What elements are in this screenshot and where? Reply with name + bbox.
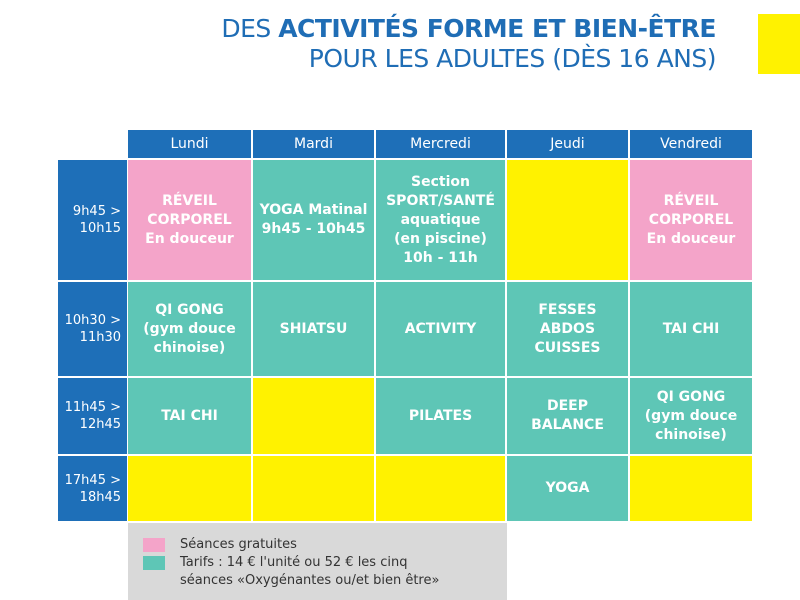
activity-cell: Section SPORT/SANTÉ aquatique (en piscin… (376, 160, 505, 280)
subtitle: POUR LES ADULTES (DÈS 16 ANS) (308, 44, 717, 73)
legend-label: Séances gratuites (180, 537, 297, 552)
activity-cell: YOGA (507, 456, 628, 521)
time-slot: 11h45 > 12h45 (58, 378, 127, 454)
title: DES ACTIVITÉS FORME ET BIEN-ÊTRE POUR LE… (221, 14, 716, 74)
time-slot: 10h30 > 11h30 (58, 282, 127, 376)
title-light: DES (221, 14, 271, 43)
activity-cell: FESSES ABDOS CUISSES (507, 282, 628, 376)
title-bold: ACTIVITÉS FORME ET BIEN-ÊTRE (278, 14, 716, 43)
activity-cell: TAI CHI (128, 378, 251, 454)
time-slot: 9h45 > 10h15 (58, 160, 127, 280)
activity-cell: PILATES (376, 378, 505, 454)
activity-cell: SHIATSU (253, 282, 374, 376)
day-header: Mardi (253, 130, 374, 158)
activity-cell: DEEP BALANCE (507, 378, 628, 454)
empty-cell (253, 378, 374, 454)
title-line: DES ACTIVITÉS FORME ET BIEN-ÊTRE (221, 14, 716, 44)
legend-box (128, 523, 507, 600)
day-header: Vendredi (630, 130, 752, 158)
empty-cell (376, 456, 505, 521)
activity-cell: ACTIVITY (376, 282, 505, 376)
time-slot: 17h45 > 18h45 (58, 456, 127, 521)
activity-cell: RÉVEIL CORPOREL En douceur (128, 160, 251, 280)
empty-cell (507, 160, 628, 280)
activity-cell: YOGA Matinal 9h45 - 10h45 (253, 160, 374, 280)
day-header: Jeudi (507, 130, 628, 158)
empty-cell (630, 456, 752, 521)
legend-swatch (143, 538, 165, 552)
decor-square (758, 14, 800, 74)
empty-cell (128, 456, 251, 521)
day-header: Lundi (128, 130, 251, 158)
empty-cell (253, 456, 374, 521)
activity-cell: QI GONG (gym douce chinoise) (128, 282, 251, 376)
activity-cell: QI GONG (gym douce chinoise) (630, 378, 752, 454)
activity-cell: TAI CHI (630, 282, 752, 376)
legend-swatch (143, 556, 165, 570)
legend-label: Tarifs : 14 € l'unité ou 52 € les cinq s… (180, 555, 440, 588)
day-header: Mercredi (376, 130, 505, 158)
activity-cell: RÉVEIL CORPOREL En douceur (630, 160, 752, 280)
